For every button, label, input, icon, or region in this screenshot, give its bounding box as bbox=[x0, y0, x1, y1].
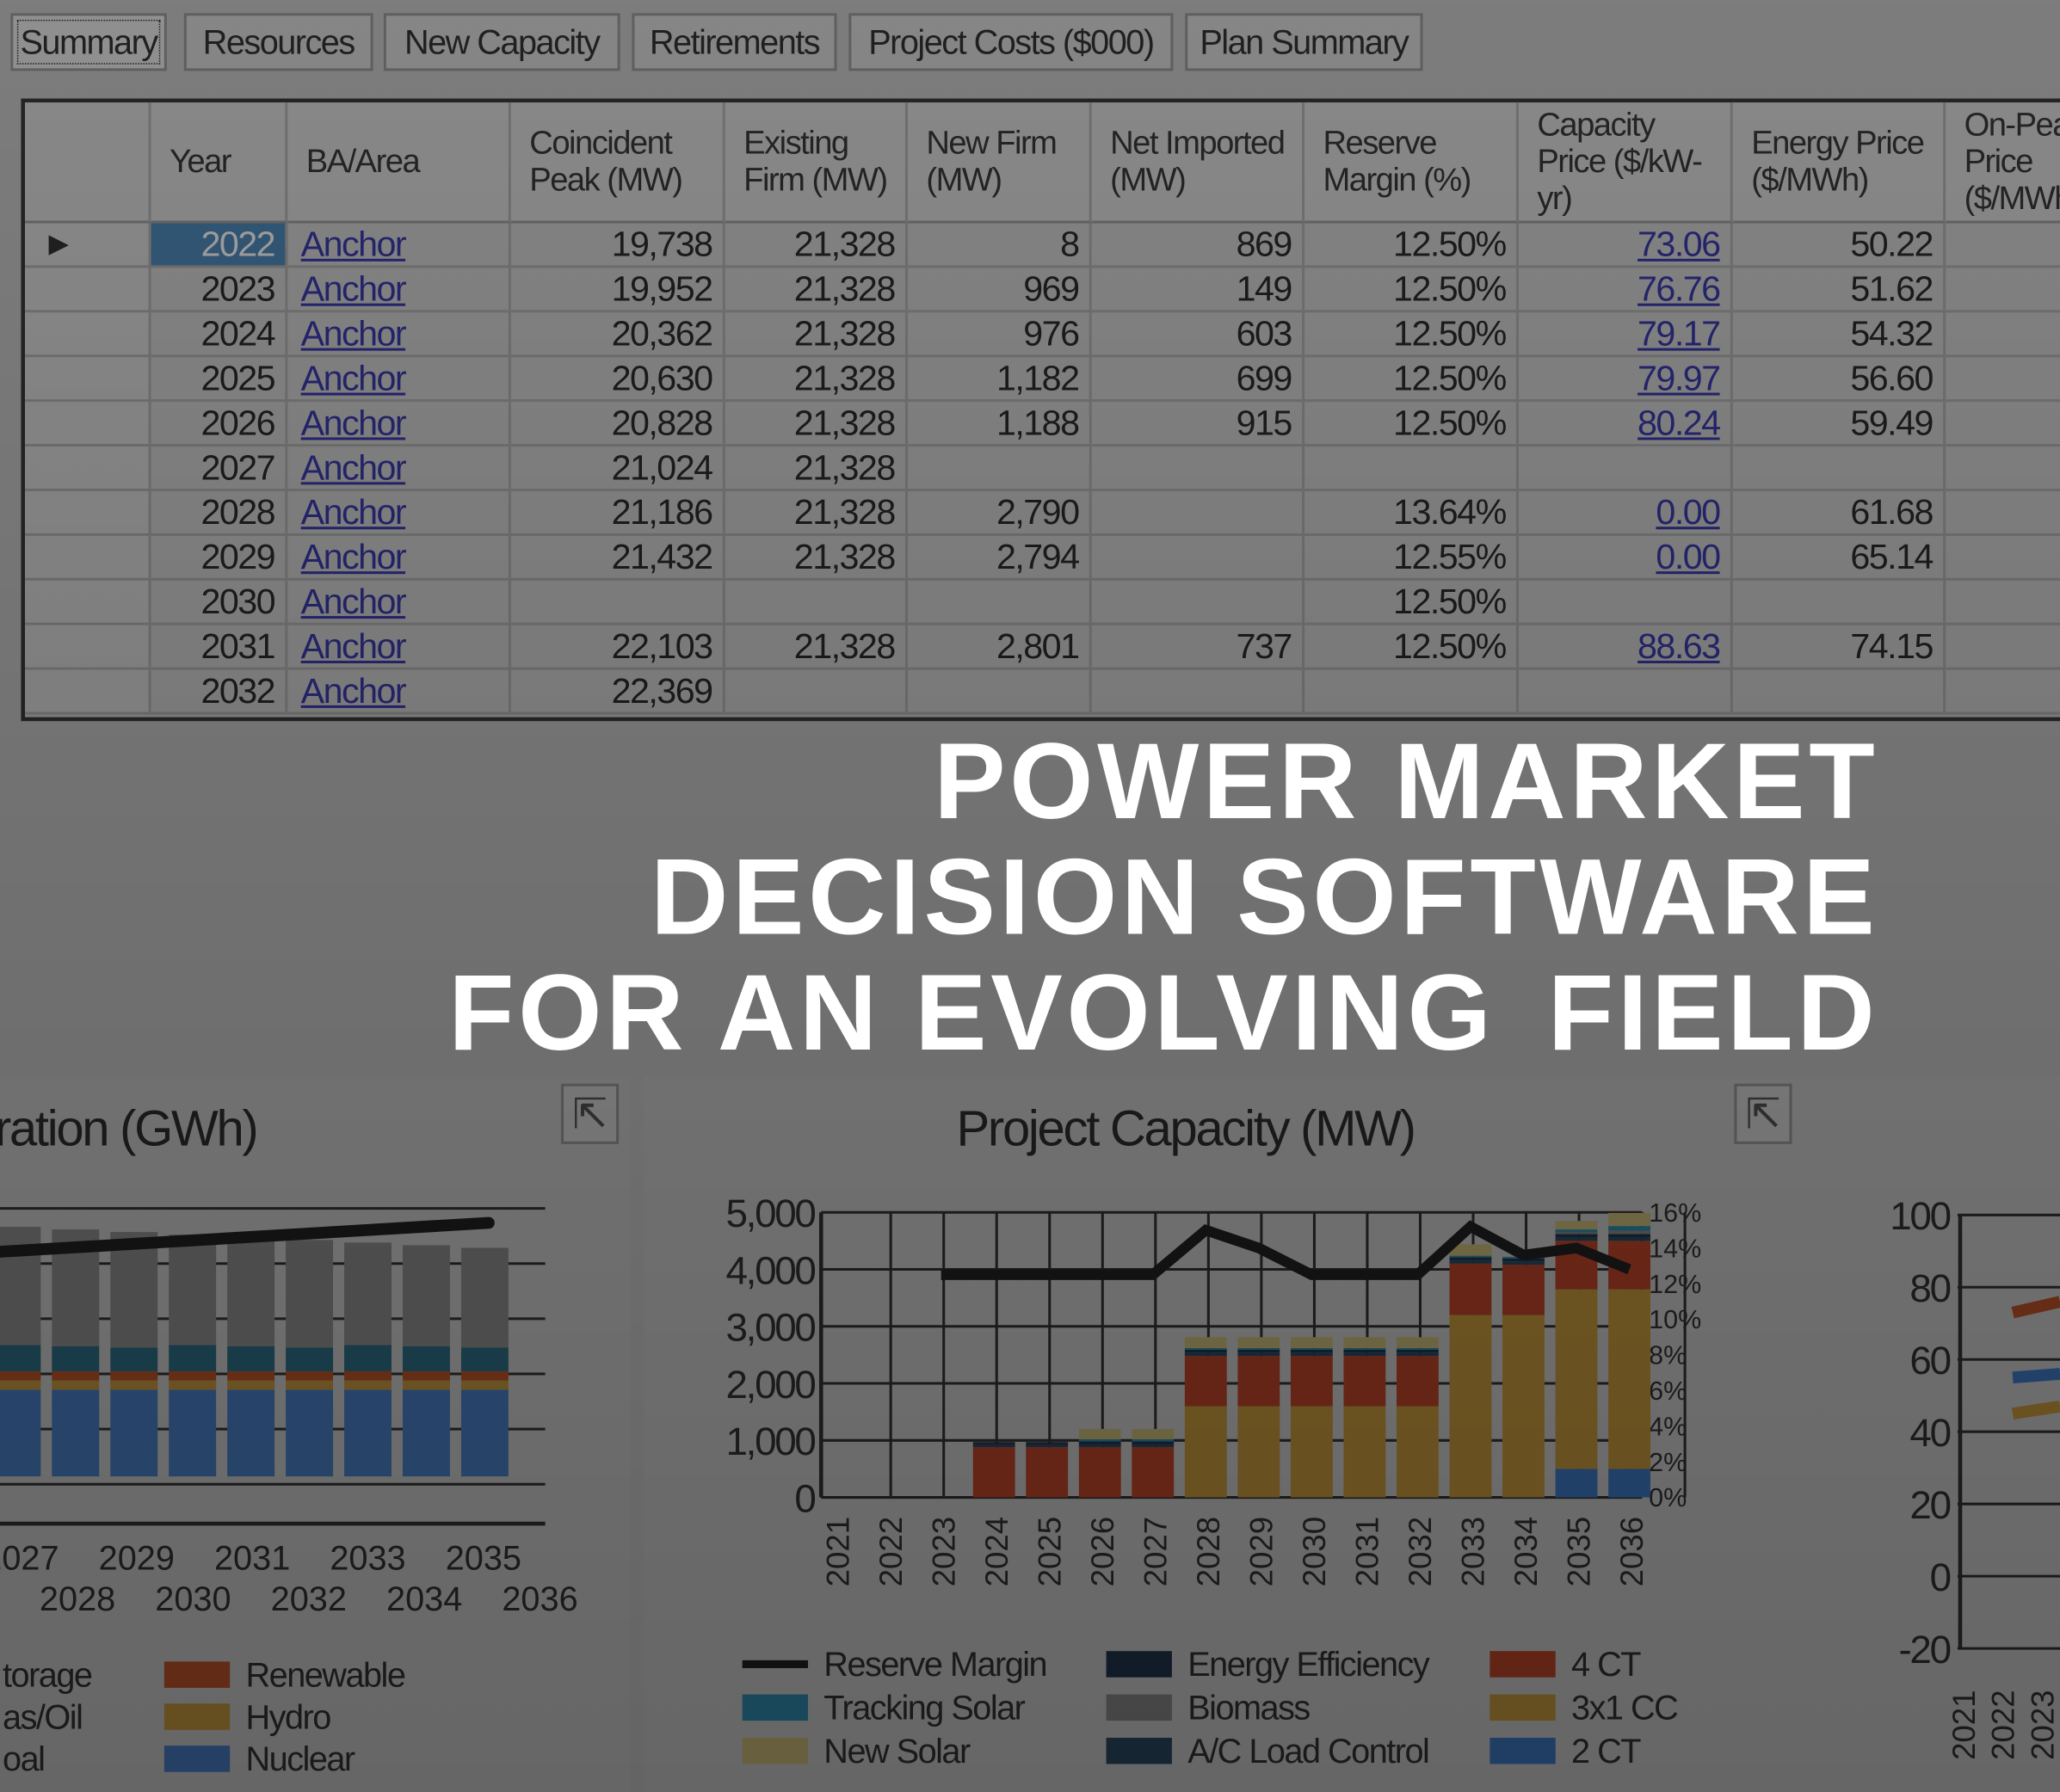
x-tick-label: 2021 bbox=[1946, 1690, 1982, 1759]
y-tick-label: 60 bbox=[1909, 1339, 1950, 1382]
x-tick-label: 2023 bbox=[2025, 1690, 2060, 1759]
headline-line-2: DECISION SOFTWARE bbox=[651, 838, 1879, 958]
headline-line-4: FIELD bbox=[1547, 953, 1879, 1074]
y-tick-label: -20 bbox=[1898, 1628, 1950, 1672]
headline-line-3: FOR AN EVOLVING bbox=[448, 953, 1496, 1074]
price-line bbox=[2011, 1296, 2060, 1319]
headline-line-1: POWER MARKET bbox=[934, 722, 1879, 842]
y-tick-label: 20 bbox=[1909, 1483, 1950, 1527]
x-tick-label: 2022 bbox=[1986, 1690, 2021, 1759]
y-tick-label: 40 bbox=[1909, 1411, 1950, 1455]
y-tick-label: 0 bbox=[1930, 1555, 1951, 1599]
price-line bbox=[2012, 1368, 2060, 1384]
y-tick-label: 100 bbox=[1890, 1194, 1950, 1238]
price-line bbox=[2012, 1401, 2060, 1420]
y-tick-label: 80 bbox=[1909, 1266, 1950, 1310]
